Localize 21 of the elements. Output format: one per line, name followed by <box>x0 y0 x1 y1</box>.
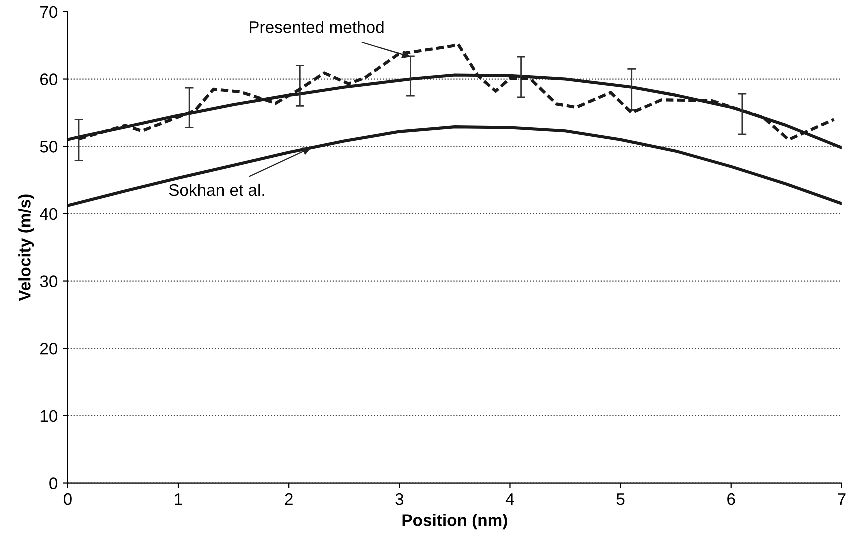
x-tick-label: 6 <box>728 493 736 506</box>
x-tick-label: 7 <box>838 494 846 506</box>
y-axis-title: Velocity (m/s) <box>18 194 34 302</box>
y-tick-label: 30 <box>40 276 58 288</box>
x-tick-label: 1 <box>175 494 182 506</box>
x-tick-label: 2 <box>285 493 293 506</box>
line-series <box>68 126 842 208</box>
x-axis-title: Position (nm) <box>402 514 508 530</box>
y-tick-label: 0 <box>50 478 58 490</box>
x-tick-label: 3 <box>396 493 404 506</box>
annotation: Sokhan et al. <box>169 184 264 196</box>
y-tick-label: 60 <box>40 74 58 86</box>
x-tick-label: 0 <box>64 493 72 506</box>
y-tick-label: 40 <box>40 208 58 220</box>
y-tick-label: 70 <box>40 6 58 18</box>
x-tick-label: 4 <box>506 494 514 506</box>
x-tick-label: 5 <box>616 494 625 506</box>
y-tick-label: 10 <box>40 410 58 422</box>
y-tick-label: 50 <box>40 141 58 153</box>
annotation: Presented method <box>250 21 384 34</box>
y-tick-label: 20 <box>40 343 58 355</box>
